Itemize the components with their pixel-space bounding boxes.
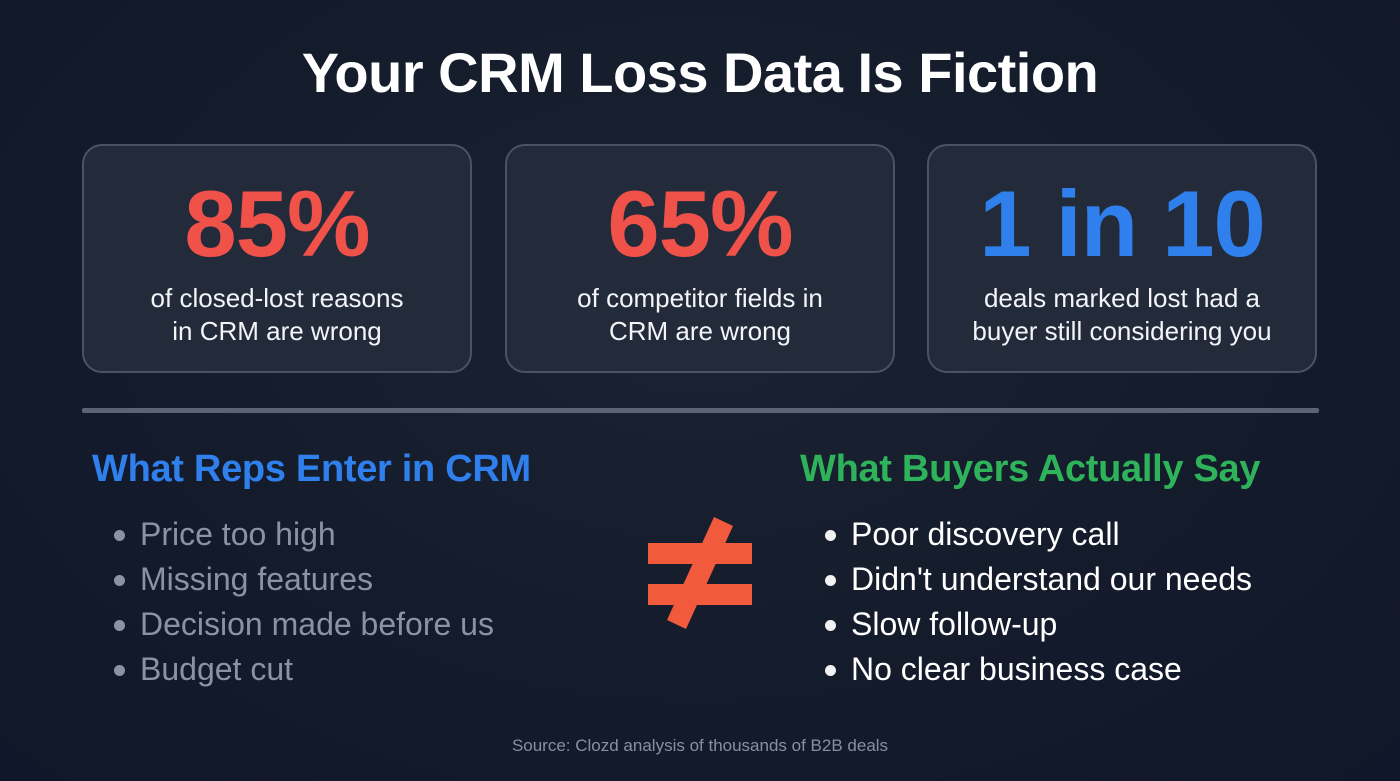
stat-value: 1 in 10 bbox=[979, 171, 1266, 276]
list-item-text: Didn't understand our needs bbox=[851, 561, 1253, 597]
bullet-icon bbox=[114, 530, 125, 541]
stat-description: of closed-lost reasons in CRM are wrong bbox=[84, 282, 470, 348]
stat-value: 65% bbox=[607, 171, 793, 276]
stat-card-competitor-fields: 65% of competitor fields in CRM are wron… bbox=[505, 144, 895, 373]
stat-card-closed-lost: 85% of closed-lost reasons in CRM are wr… bbox=[82, 144, 472, 373]
list-item: Slow follow-up bbox=[823, 602, 1252, 647]
stat-card-still-considering: 1 in 10 deals marked lost had a buyer st… bbox=[927, 144, 1317, 373]
list-item: Poor discovery call bbox=[823, 512, 1252, 557]
list-item: No clear business case bbox=[823, 647, 1252, 692]
list-item-text: Poor discovery call bbox=[851, 516, 1120, 552]
list-item-text: Price too high bbox=[140, 516, 336, 552]
stat-description-line: CRM are wrong bbox=[608, 316, 792, 346]
stat-description-line: deals marked lost had a bbox=[983, 283, 1261, 313]
list-item-text: Missing features bbox=[140, 561, 373, 597]
bullet-icon bbox=[825, 665, 836, 676]
list-item-text: Slow follow-up bbox=[851, 606, 1058, 642]
not-equal-icon bbox=[648, 517, 752, 629]
list-item: Decision made before us bbox=[112, 602, 494, 647]
stat-description-line: buyer still considering you bbox=[972, 316, 1272, 346]
reps-column-heading: What Reps Enter in CRM bbox=[92, 448, 531, 490]
buyers-column-heading: What Buyers Actually Say bbox=[800, 448, 1261, 490]
list-item: Price too high bbox=[112, 512, 494, 557]
list-item: Missing features bbox=[112, 557, 494, 602]
stat-description: deals marked lost had a buyer still cons… bbox=[929, 282, 1315, 348]
bullet-icon bbox=[114, 665, 125, 676]
stat-description: of competitor fields in CRM are wrong bbox=[507, 282, 893, 348]
list-item: Budget cut bbox=[112, 647, 494, 692]
list-item-text: Decision made before us bbox=[140, 606, 494, 642]
buyers-reasons-list: Poor discovery call Didn't understand ou… bbox=[823, 512, 1252, 692]
page-title: Your CRM Loss Data Is Fiction bbox=[301, 41, 1099, 104]
bullet-icon bbox=[825, 575, 836, 586]
bullet-icon bbox=[825, 620, 836, 631]
list-item: Didn't understand our needs bbox=[823, 557, 1252, 602]
stat-description-line: of closed-lost reasons bbox=[150, 283, 404, 313]
list-item-text: Budget cut bbox=[140, 651, 293, 687]
section-divider bbox=[82, 408, 1319, 413]
stat-description-line: in CRM are wrong bbox=[172, 316, 382, 346]
reps-reasons-list: Price too high Missing features Decision… bbox=[112, 512, 494, 692]
stat-description-line: of competitor fields in bbox=[577, 283, 823, 313]
stat-value: 85% bbox=[184, 171, 370, 276]
bullet-icon bbox=[825, 530, 836, 541]
list-item-text: No clear business case bbox=[851, 651, 1182, 687]
bullet-icon bbox=[114, 620, 125, 631]
source-caption: Source: Clozd analysis of thousands of B… bbox=[511, 736, 889, 755]
bullet-icon bbox=[114, 575, 125, 586]
